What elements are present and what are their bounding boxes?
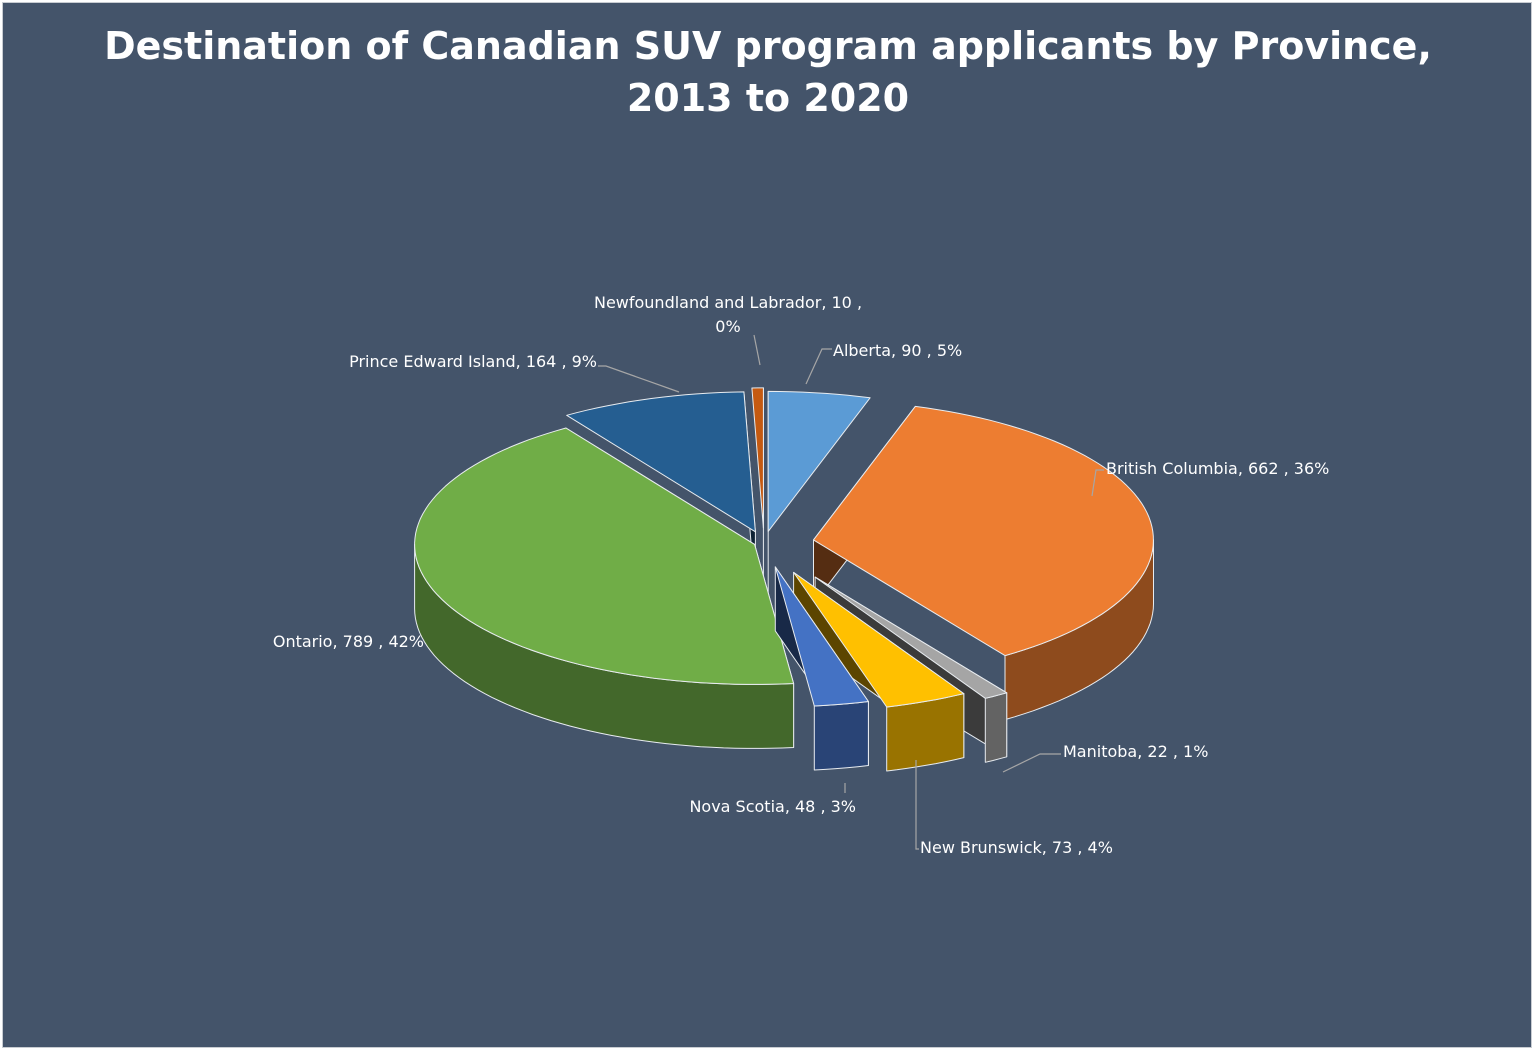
- leader-line: [1002, 753, 1061, 773]
- slice-alberta: [767, 390, 871, 596]
- slice-outer-wall: [813, 701, 869, 771]
- data-label: British Columbia, 662 , 36%: [1106, 459, 1329, 478]
- data-label: Manitoba, 22 , 1%: [1063, 742, 1208, 761]
- slice-top-face: [813, 405, 1154, 657]
- slice-top-face: [774, 566, 869, 707]
- chart-title: Destination of Canadian SUV program appl…: [0, 20, 1536, 124]
- slice-ontario: [414, 427, 795, 749]
- slice-top-face: [751, 387, 764, 529]
- slice-newfoundland-and-labrador: [751, 387, 764, 593]
- data-label: New Brunswick, 73 , 4%: [920, 838, 1113, 857]
- leader-line: [753, 334, 761, 366]
- data-label: Nova Scotia, 48 , 3%: [689, 797, 856, 816]
- data-label: Newfoundland and Labrador, 10 ,: [594, 293, 862, 312]
- slice-top-face: [767, 390, 871, 532]
- data-label: 0%: [715, 317, 740, 336]
- slice-british-columbia: [813, 405, 1154, 721]
- data-label: Ontario, 789 , 42%: [273, 632, 424, 651]
- leader-line: [598, 365, 680, 393]
- leader-line: [915, 760, 919, 850]
- chart-title-line-1: Destination of Canadian SUV program appl…: [104, 24, 1432, 68]
- chart-title-line-2: 2013 to 2020: [626, 76, 910, 120]
- slice-outer-wall: [984, 692, 1008, 763]
- slice-top-face: [566, 391, 756, 533]
- slice-nova-scotia: [774, 566, 869, 771]
- slice-top-face: [414, 427, 795, 685]
- data-label: Prince Edward Island, 164 , 9%: [349, 352, 597, 371]
- pie-slices: [414, 387, 1154, 772]
- slice-new-brunswick: [793, 571, 965, 772]
- slice-top-face: [814, 576, 1008, 699]
- leader-line: [805, 348, 832, 385]
- data-label: Alberta, 90 , 5%: [833, 341, 962, 360]
- leader-line: [1091, 469, 1104, 497]
- data-labels: Alberta, 90 , 5% British Columbia, 662 , …: [273, 293, 1330, 857]
- slice-top-face: [793, 571, 965, 708]
